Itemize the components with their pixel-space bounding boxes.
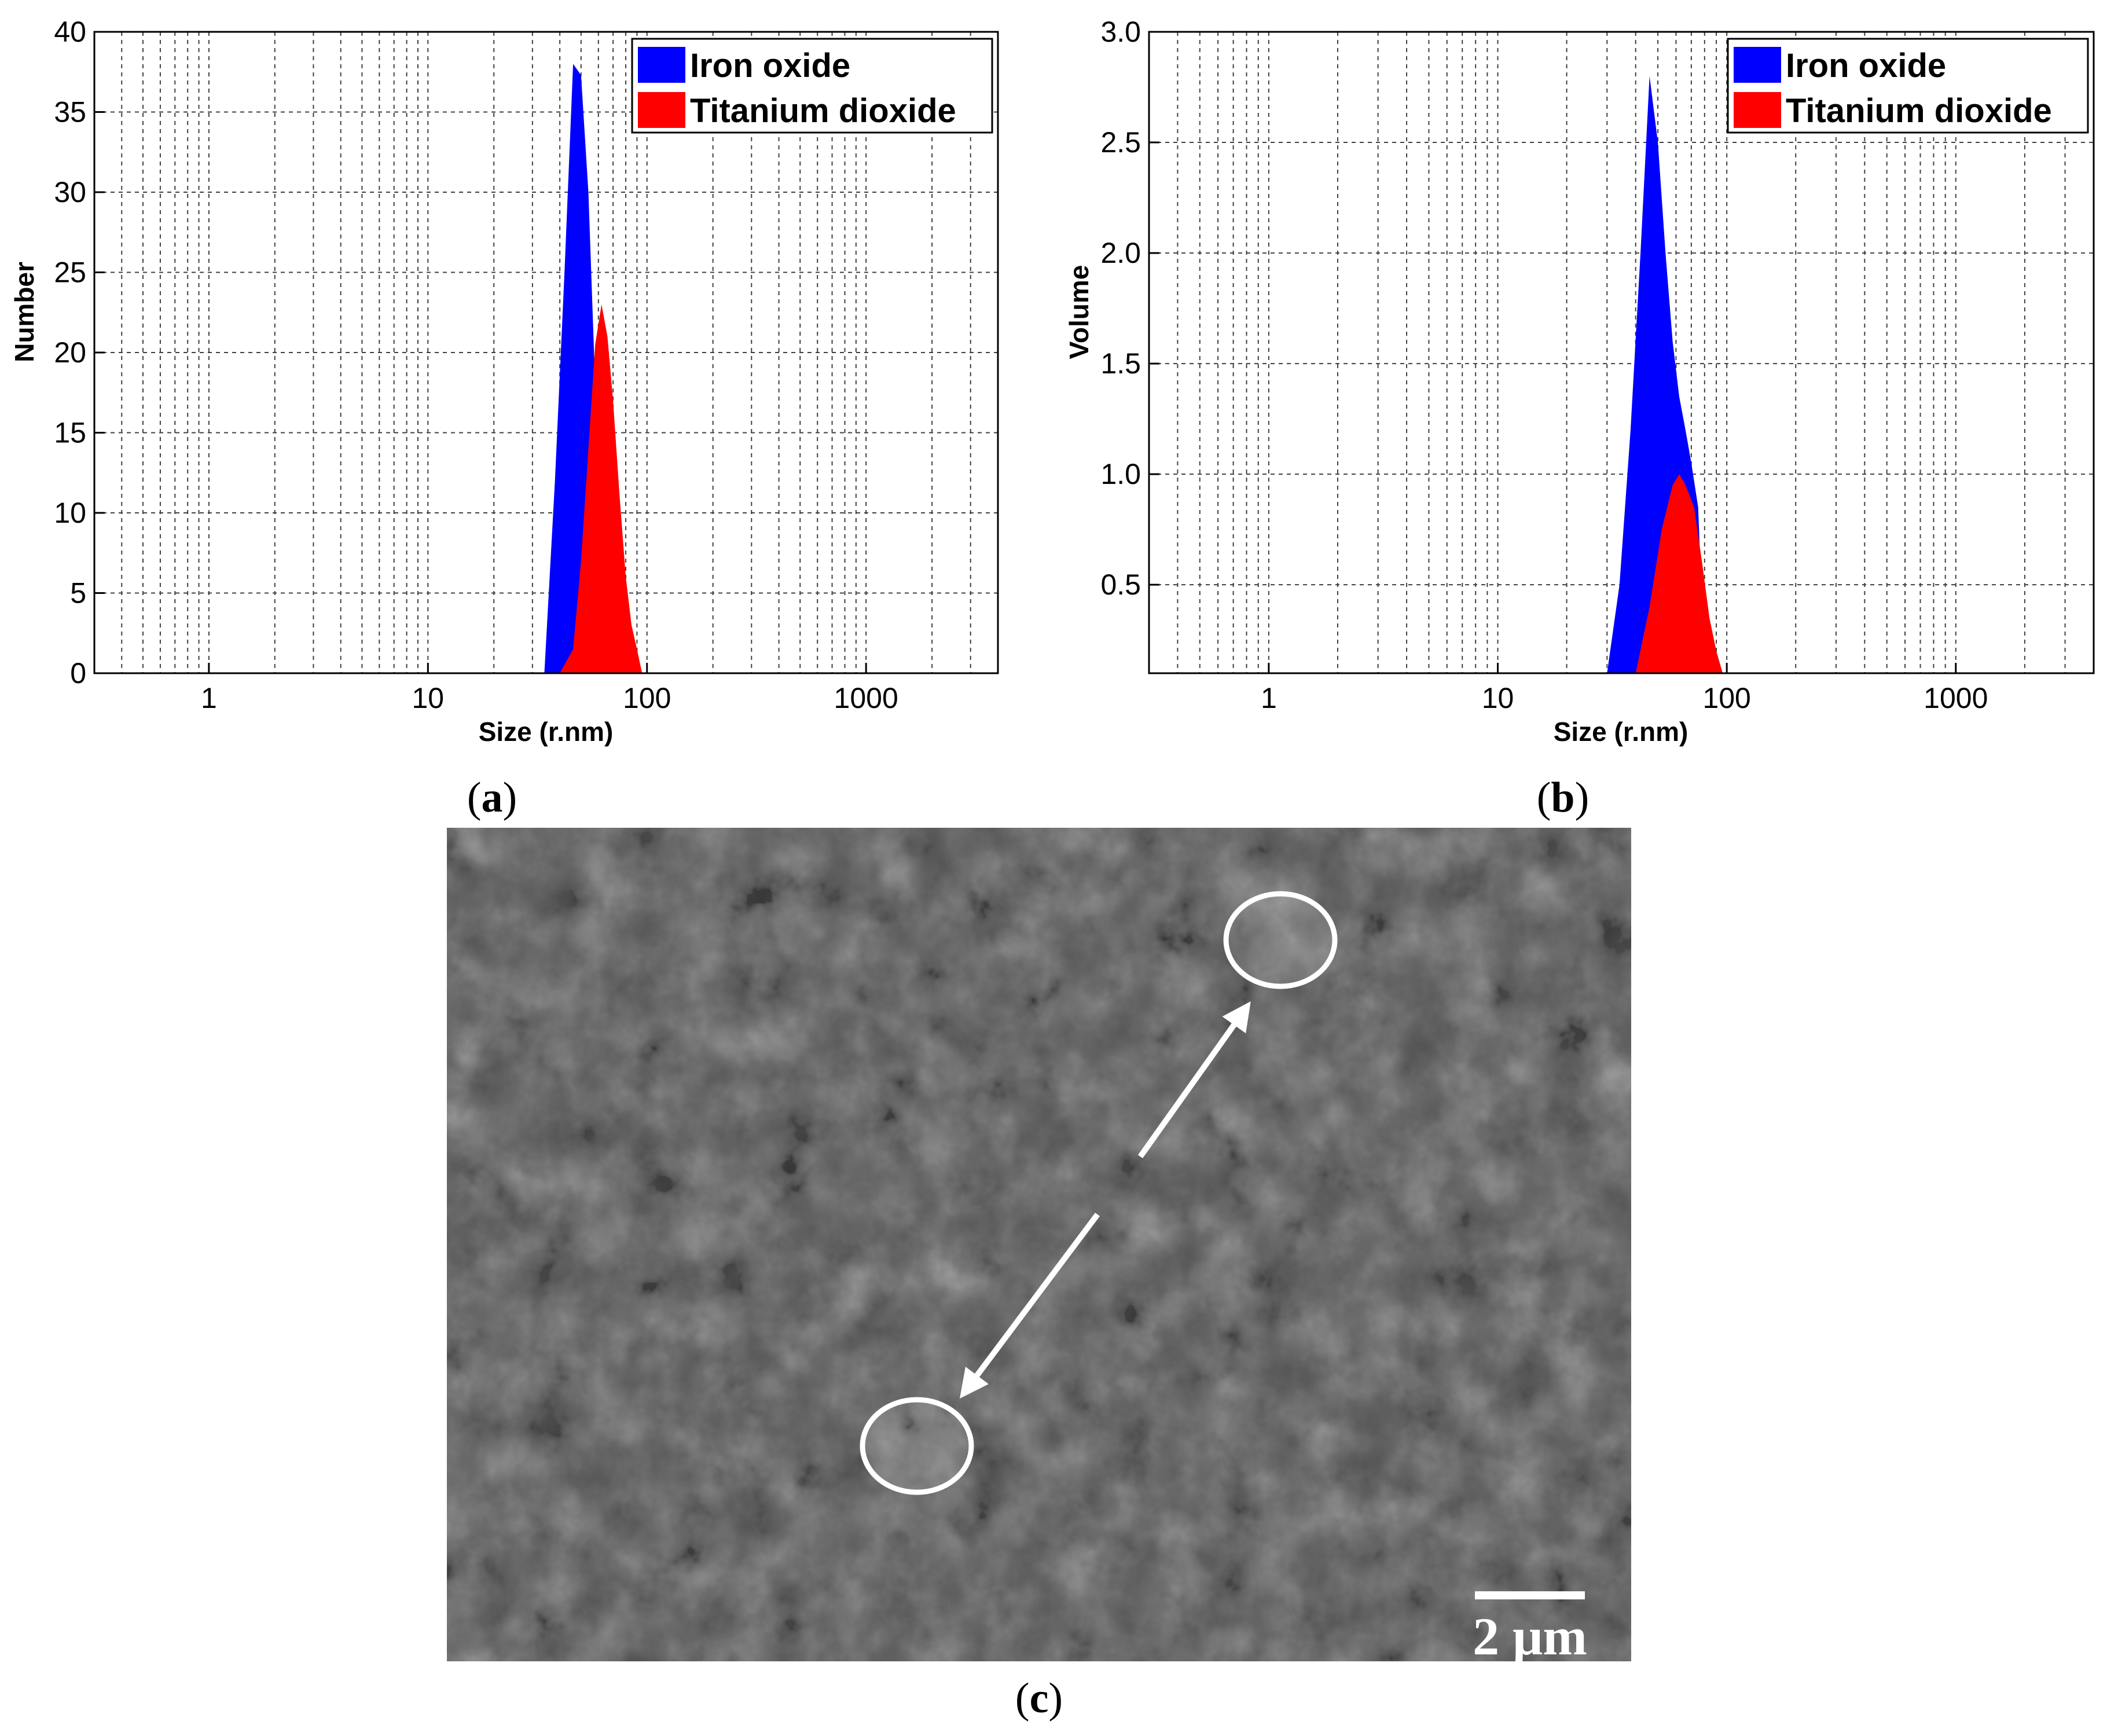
legend-swatch-iron-oxide [638, 47, 685, 83]
y-axis-label: Number [9, 262, 39, 362]
grid [94, 32, 998, 673]
x-tick-label: 100 [623, 682, 671, 714]
legend: Iron oxide Titanium dioxide [631, 38, 993, 134]
panel-letter-c: c [1030, 1675, 1049, 1722]
legend-label-titanium-dioxide: Titanium dioxide [1786, 92, 2052, 130]
y-tick-label: 15 [54, 417, 86, 449]
legend-label-titanium-dioxide: Titanium dioxide [690, 92, 956, 130]
y-tick-label: 10 [54, 497, 86, 529]
x-axis-label: Size (r.nm) [1554, 717, 1688, 747]
legend-swatch-titanium-dioxide [1734, 92, 1781, 128]
x-tick-label: 10 [412, 682, 444, 714]
legend: Iron oxide Titanium dioxide [1727, 38, 2089, 134]
y-tick-label: 0 [70, 657, 86, 689]
tick-labels: 1 10 100 1000 0 5 10 15 20 25 30 35 40 [54, 16, 898, 714]
panel-letter-b: b [1551, 774, 1574, 821]
series-area-titanium-dioxide [1635, 474, 1723, 673]
panel-label-c: (c) [1015, 1675, 1063, 1722]
legend-box [631, 38, 993, 134]
particle-circle-upper [1223, 891, 1338, 989]
series-areas [544, 64, 643, 673]
x-tick-label: 10 [1482, 682, 1514, 714]
x-tick-label: 1 [1261, 682, 1277, 714]
panel-label-b: (b) [1537, 774, 1589, 821]
arrow-to-lower-particle [960, 1213, 1100, 1399]
legend-swatch-titanium-dioxide [638, 92, 685, 128]
y-tick-label: 5 [70, 577, 86, 610]
legend-box [1727, 38, 2089, 134]
series-areas [1607, 76, 1723, 673]
y-tick-label: 25 [54, 256, 86, 289]
y-tick-label: 2.5 [1100, 126, 1141, 159]
scale-bar-label: 2 μm [1473, 1607, 1587, 1666]
x-axis-label: Size (r.nm) [479, 717, 614, 747]
legend-label-iron-oxide: Iron oxide [690, 47, 850, 85]
y-tick-label: 1.5 [1100, 347, 1141, 380]
x-tick-label: 1000 [834, 682, 898, 714]
y-tick-label: 3.0 [1100, 16, 1141, 48]
grid [1148, 32, 2094, 673]
particle-circle-lower [860, 1397, 974, 1495]
series-area-titanium-dioxide [560, 304, 643, 673]
panel-label-a: (a) [467, 774, 517, 821]
micrograph-grain [447, 828, 1631, 1661]
number-distribution-chart: 1 10 100 1000 0 5 10 15 20 25 30 35 40 Size (r.nm) N… [9, 16, 999, 821]
legend-label-iron-oxide: Iron oxide [1786, 47, 1946, 85]
volume-distribution-chart: 1 10 100 1000 0.5 1.0 1.5 2.0 2.5 3.0 Size (r.nm)… [1064, 16, 2095, 821]
y-tick-label: 35 [54, 96, 86, 129]
panel-letter-a: a [482, 774, 503, 821]
x-tick-label: 1000 [1924, 682, 1988, 714]
x-tick-label: 100 [1702, 682, 1750, 714]
y-tick-label: 0.5 [1100, 568, 1141, 601]
y-axis-label: Volume [1064, 265, 1094, 359]
x-tick-label: 1 [201, 682, 217, 714]
arrow-to-upper-particle [1137, 1001, 1251, 1158]
y-tick-label: 40 [54, 16, 86, 48]
y-tick-label: 30 [54, 176, 86, 208]
y-tick-label: 1.0 [1100, 458, 1141, 490]
legend-swatch-iron-oxide [1734, 47, 1781, 83]
y-tick-label: 20 [54, 336, 86, 369]
y-tick-label: 2.0 [1100, 237, 1141, 269]
sem-micrograph: 2 μm (c) [447, 828, 1631, 1722]
plot-frame [1148, 31, 2095, 674]
tick-labels: 1 10 100 1000 0.5 1.0 1.5 2.0 2.5 3.0 [1100, 16, 1988, 714]
